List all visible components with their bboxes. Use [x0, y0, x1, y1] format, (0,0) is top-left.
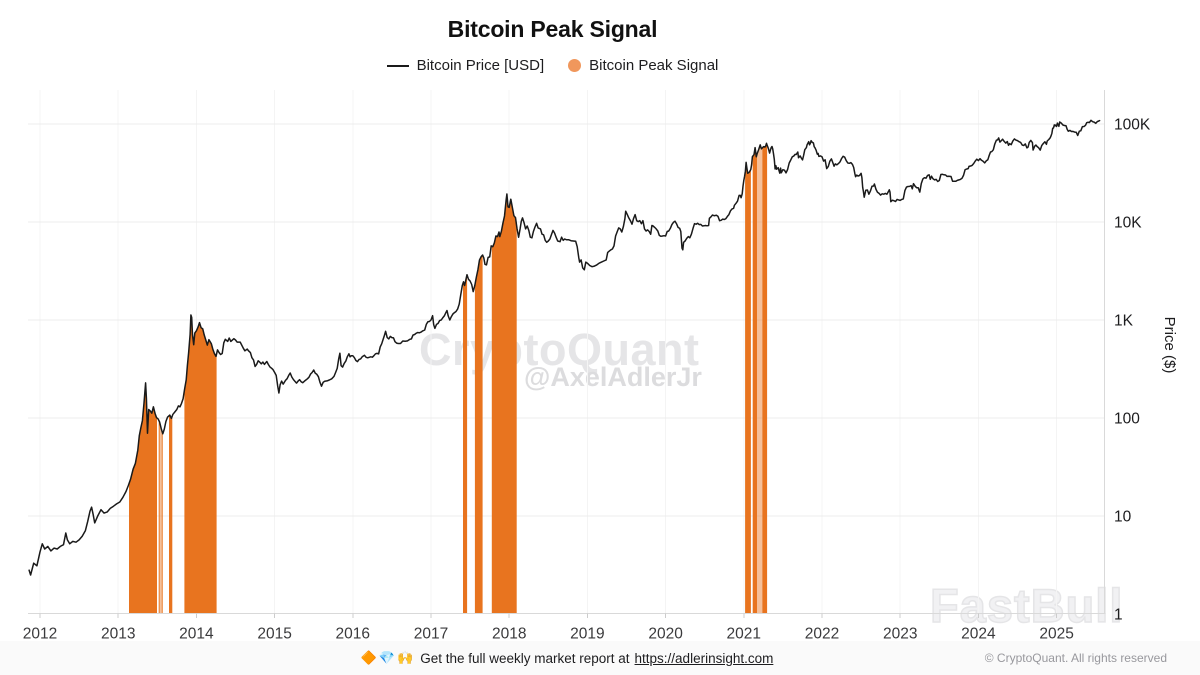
price-tick-label: 1: [1114, 607, 1123, 624]
peak-signal-band: [752, 120, 757, 614]
legend-item-price: Bitcoin Price [USD]: [386, 57, 545, 74]
year-tick-label: 2019: [570, 626, 604, 643]
peak-signal-band: [757, 120, 763, 614]
copyright-text: © CryptoQuant. All rights reserved: [984, 651, 1167, 665]
footer-bar: 🔶💎🙌 Get the full weekly market report at…: [0, 641, 1200, 675]
diamond-gem-hands-emoji: 🔶💎🙌: [360, 650, 416, 665]
year-tick-label: 2012: [23, 626, 57, 643]
peak-signal-band: [169, 120, 173, 614]
chart-title: Bitcoin Peak Signal: [447, 16, 658, 42]
year-tick-label: 2022: [805, 626, 839, 643]
year-tick-label: 2024: [961, 626, 996, 643]
peak-signal-band: [474, 120, 483, 614]
peak-signal-band: [159, 120, 162, 614]
peak-signal-band: [745, 120, 751, 614]
price-tick-label: 100: [1114, 411, 1140, 428]
chart-legend: Bitcoin Price [USD] Bitcoin Peak Signal: [0, 57, 1105, 74]
price-tick-label: 10: [1114, 509, 1132, 526]
year-labels: 2012 2013 2014 2015 2016 2017 2018 2019 2020 2021…: [23, 626, 1074, 643]
peak-signal-band: [463, 120, 468, 614]
price-tick-label: 10K: [1114, 215, 1142, 232]
year-tick-label: 2018: [492, 626, 526, 643]
year-tick-label: 2021: [727, 626, 761, 643]
price-tick-label: 1K: [1114, 313, 1134, 330]
legend-item-peak-signal: Bitcoin Peak Signal: [568, 57, 718, 74]
peak-signal-band: [161, 120, 163, 614]
year-tick-label: 2025: [1039, 626, 1073, 643]
peak-signal-dot-icon: [568, 59, 582, 72]
price-tick-labels: 100K 10K 1K 100 10 1: [1114, 117, 1151, 624]
year-tick-label: 2016: [336, 626, 370, 643]
year-tick-label: 2013: [101, 626, 135, 643]
bitcoin-price-line: [28, 119, 1101, 576]
peak-signal-band: [129, 120, 157, 614]
year-gridlines: [39, 90, 1058, 614]
year-tick-label: 2020: [648, 626, 683, 643]
year-tick-label: 2023: [883, 626, 917, 643]
adlerinsight-link[interactable]: https://adlerinsight.com: [634, 650, 774, 666]
legend-peak-signal-label: Bitcoin Peak Signal: [589, 57, 719, 74]
axel-adler-handle-watermark: @AxelAdlerJr: [524, 362, 702, 392]
year-tick-label: 2014: [179, 626, 214, 643]
axes: [28, 90, 1106, 615]
price-tick-label: 100K: [1114, 117, 1151, 134]
fastbull-watermark: FastBull: [929, 578, 1124, 633]
peak-signal-bands: [129, 120, 768, 614]
footer-promo: 🔶💎🙌 Get the full weekly market report at…: [0, 641, 1134, 675]
legend-price-label: Bitcoin Price [USD]: [416, 57, 545, 74]
year-tick-label: 2015: [257, 626, 291, 643]
year-tick-label: 2017: [414, 626, 448, 643]
year-ticks: [39, 613, 1058, 618]
peak-signal-band: [158, 120, 160, 614]
y-axis-title: Price ($): [1161, 317, 1178, 374]
footer-promo-text: Get the full weekly market report at: [420, 650, 630, 666]
peak-signal-band: [491, 120, 517, 614]
price-line-swatch-icon: [386, 64, 409, 67]
peak-signal-band: [762, 120, 768, 614]
